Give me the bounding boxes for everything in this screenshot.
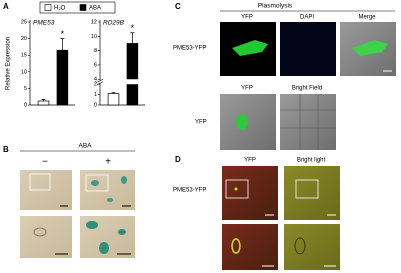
legend-label: ABA (89, 6, 101, 12)
image (284, 166, 340, 220)
micrographs (20, 170, 135, 258)
stain (107, 198, 113, 202)
inset-box (29, 173, 51, 191)
annotation: * (61, 29, 65, 39)
legend-label: H₂O (54, 6, 66, 12)
inset-box (85, 174, 109, 192)
axis-break (97, 80, 103, 84)
y-tick-label: 10 (91, 34, 97, 40)
error-bar (130, 32, 135, 44)
panel-label: C (175, 2, 181, 11)
y-tick-label: 5 (24, 86, 27, 92)
error-bar (111, 92, 116, 94)
column-label: YFP (241, 15, 253, 21)
column-label: DAPI (300, 15, 314, 21)
stain (86, 221, 98, 229)
column-label: − (42, 157, 48, 168)
column-label: YFP (244, 158, 256, 164)
cell-walls (280, 94, 336, 150)
y-tick-label: 0 (24, 102, 27, 108)
signal (231, 238, 241, 254)
y-tick-label: 8 (94, 48, 97, 54)
y-tick-label: 25 (21, 19, 27, 25)
column-label: + (105, 157, 111, 168)
row-label: PME53-YFP (173, 46, 206, 52)
row-label: PME53-YFP (173, 188, 206, 194)
error-bar (41, 99, 46, 102)
y-tick-label: 10 (21, 69, 27, 75)
cell (33, 227, 47, 237)
signal (232, 40, 268, 56)
panel-title: Plasmolysis (258, 3, 293, 10)
signal (352, 40, 388, 56)
row-label: YFP (195, 120, 207, 126)
stain (91, 180, 99, 186)
y-tick-label: 0 (94, 102, 97, 108)
column-label: Bright light (297, 158, 326, 164)
y-tick-label: 12 (91, 19, 97, 25)
chart-title: RD29B (103, 20, 125, 27)
annotation: * (131, 23, 135, 33)
signal (236, 114, 248, 130)
guard-cell (294, 237, 306, 255)
y-axis-label: Relative Expression (6, 37, 12, 90)
bar (56, 49, 69, 106)
column-label: Bright Field (292, 86, 322, 92)
image (284, 224, 340, 270)
column-label: Merge (358, 15, 376, 21)
inset-box (295, 179, 319, 199)
panel-label: A (3, 2, 9, 11)
image (280, 22, 336, 76)
error-bar (60, 38, 65, 51)
bar-break (126, 79, 139, 85)
y-tick-label: 1 (94, 92, 97, 98)
inset-box (225, 179, 249, 199)
y-tick-label: 6 (94, 62, 97, 68)
panel-label: D (175, 155, 181, 164)
image (222, 224, 278, 270)
bar (37, 100, 50, 106)
bar (126, 43, 139, 106)
panel-title: ABA (78, 143, 92, 150)
signal (234, 187, 238, 191)
column-label: YFP (241, 86, 253, 92)
image (222, 166, 278, 220)
y-tick-label: 20 (21, 36, 27, 42)
chart-title: PME53 (33, 20, 55, 27)
stain (121, 176, 127, 184)
image (280, 94, 336, 150)
legend-swatch (44, 4, 52, 11)
y-tick-label: 4 (94, 77, 97, 83)
legend-box (39, 1, 116, 14)
image (20, 216, 72, 258)
legend-swatch (79, 4, 87, 11)
stain (99, 242, 109, 254)
bar (107, 93, 120, 106)
y-tick-label: 2 (94, 82, 97, 88)
stain (118, 229, 126, 235)
y-tick-label: 15 (21, 53, 27, 59)
panel-label: B (3, 145, 9, 154)
image (80, 170, 135, 210)
